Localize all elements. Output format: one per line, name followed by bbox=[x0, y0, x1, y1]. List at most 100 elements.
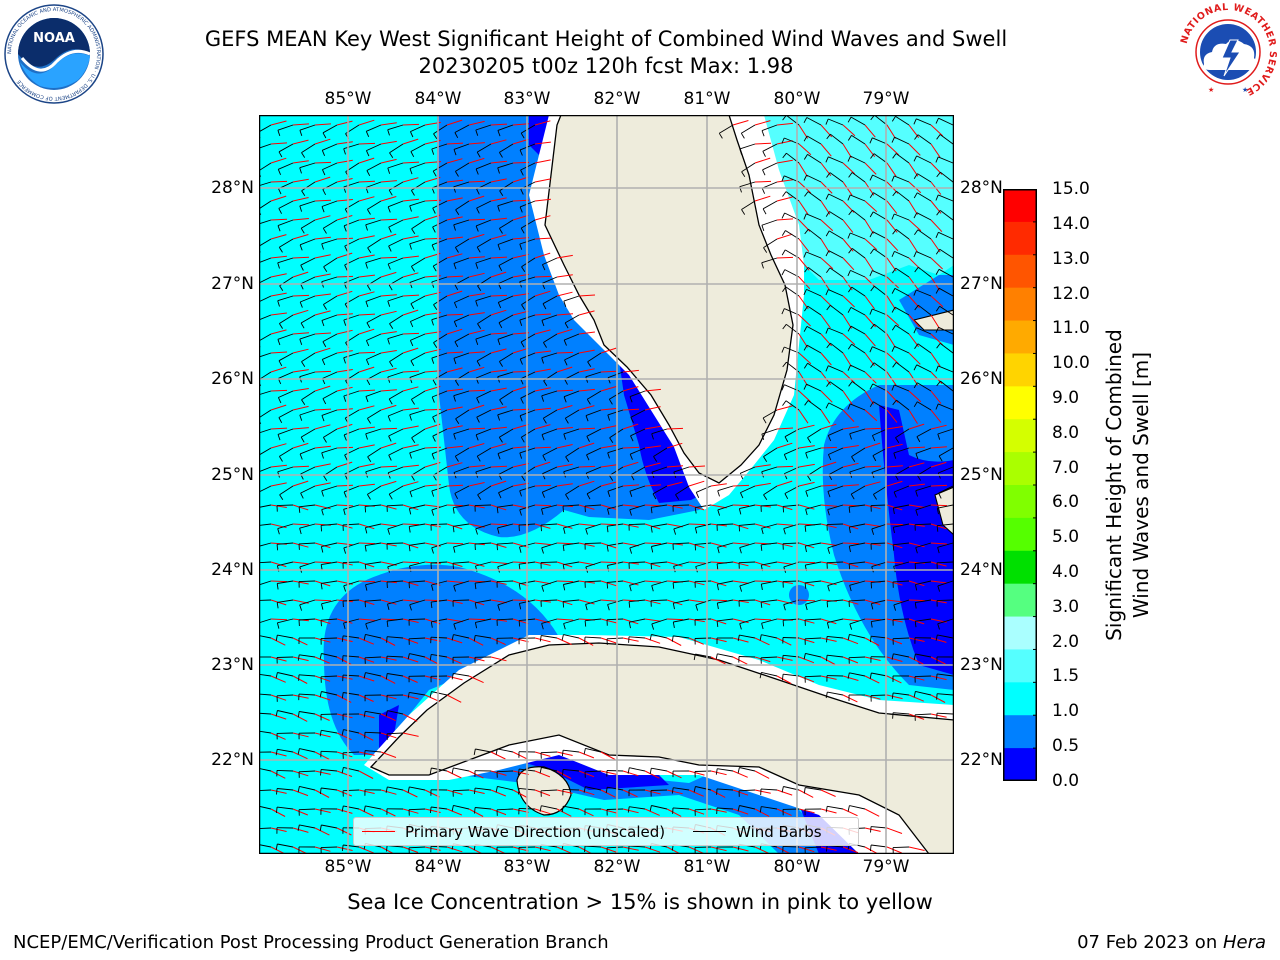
wind-barb bbox=[673, 523, 690, 530]
wind-barb-flag bbox=[782, 506, 785, 513]
wind-barb bbox=[299, 162, 316, 169]
wave-direction-arrow bbox=[600, 637, 617, 644]
wind-barb-flag bbox=[476, 416, 480, 423]
wind-barb-flag bbox=[299, 528, 302, 535]
wind-barb bbox=[695, 786, 712, 791]
wave-direction-arrow bbox=[534, 290, 551, 297]
wind-barb bbox=[563, 542, 580, 546]
wind-barb bbox=[940, 380, 954, 392]
wind-barb bbox=[430, 561, 448, 564]
wave-direction-arrow bbox=[270, 404, 287, 411]
wind-barb bbox=[365, 633, 382, 639]
wind-barb bbox=[939, 210, 954, 221]
wind-barb-flag bbox=[739, 547, 742, 554]
wind-barb bbox=[343, 635, 360, 639]
wave-direction-arrow bbox=[644, 637, 661, 644]
wind-barb-flag bbox=[760, 584, 763, 590]
wind-barb bbox=[739, 767, 756, 772]
wave-direction-arrow bbox=[600, 370, 618, 373]
wind-barb bbox=[409, 238, 426, 245]
colorbar-tick-label: 9.0 bbox=[1052, 388, 1080, 408]
wave-direction-arrow bbox=[292, 580, 309, 585]
wind-barb bbox=[938, 365, 954, 373]
wind-barb bbox=[411, 257, 426, 267]
wave-direction-arrow bbox=[930, 656, 946, 665]
wind-barb bbox=[872, 346, 888, 354]
wind-barb bbox=[848, 656, 866, 659]
wind-barb bbox=[299, 409, 316, 416]
wave-direction-arrow bbox=[314, 827, 330, 836]
wave-direction-arrow bbox=[556, 808, 572, 817]
wind-barb-flag bbox=[275, 710, 278, 717]
wind-barb-flag bbox=[761, 188, 766, 194]
wave-direction-arrow bbox=[314, 273, 331, 278]
wind-barb-flag bbox=[454, 456, 459, 462]
wave-direction-arrow bbox=[402, 161, 420, 164]
wind-barb-flag bbox=[411, 228, 416, 234]
wave-direction-arrow bbox=[358, 351, 376, 354]
wave-direction-arrow bbox=[270, 618, 288, 621]
wave-direction-arrow bbox=[446, 542, 464, 545]
wave-direction-arrow bbox=[270, 273, 287, 278]
wind-barb-flag bbox=[278, 208, 282, 214]
wind-barb bbox=[695, 542, 712, 545]
wind-barb-flag bbox=[869, 231, 874, 238]
wind-barb bbox=[409, 653, 426, 658]
colorbar-swatch bbox=[1003, 189, 1037, 223]
wave-direction-arrow bbox=[688, 599, 705, 603]
wind-barb-flag bbox=[870, 153, 875, 159]
wind-barb-flag bbox=[938, 492, 942, 499]
wind-barb bbox=[938, 485, 954, 494]
wave-direction-arrow bbox=[930, 461, 947, 468]
wind-barb bbox=[807, 191, 822, 202]
wind-barb-flag bbox=[278, 417, 283, 424]
wave-direction-arrow bbox=[292, 388, 309, 392]
wave-direction-arrow bbox=[534, 637, 551, 643]
wind-barb-flag bbox=[452, 563, 454, 570]
wind-barb bbox=[807, 400, 822, 411]
wind-barb bbox=[828, 289, 844, 297]
wind-barb-flag bbox=[473, 748, 476, 755]
wind-barb bbox=[585, 371, 602, 378]
wave-direction-arrow bbox=[336, 386, 353, 392]
legend-wave-label: Primary Wave Direction (unscaled) bbox=[405, 822, 666, 841]
wind-barb-flag bbox=[607, 491, 611, 498]
wind-barb bbox=[300, 466, 316, 475]
wave-direction-arrow bbox=[776, 179, 793, 183]
wind-barb bbox=[343, 219, 360, 227]
wind-barb bbox=[896, 399, 910, 411]
wind-barb-flag bbox=[320, 620, 322, 627]
wind-barb-flag bbox=[365, 262, 368, 269]
wind-barb bbox=[365, 428, 382, 435]
wind-barb-flag bbox=[323, 475, 328, 481]
wave-direction-arrow bbox=[732, 542, 750, 545]
wind-barb-flag bbox=[321, 150, 326, 156]
wind-barb bbox=[409, 409, 426, 416]
wind-barb-flag bbox=[675, 494, 680, 500]
wind-barb-flag bbox=[892, 229, 897, 235]
wind-barb-flag bbox=[541, 395, 545, 402]
wave-direction-arrow bbox=[336, 290, 353, 297]
wave-direction-arrow bbox=[358, 463, 375, 468]
lat-label-right: 22°N bbox=[960, 750, 1003, 770]
wind-barb bbox=[673, 787, 690, 791]
wind-barb-flag bbox=[321, 206, 325, 213]
wave-direction-arrow bbox=[292, 827, 309, 833]
wind-barb bbox=[365, 219, 382, 226]
wave-direction-arrow bbox=[468, 329, 485, 335]
wind-barb bbox=[277, 561, 294, 567]
wave-direction-arrow bbox=[358, 542, 376, 545]
wind-barb bbox=[938, 117, 954, 126]
wind-barb-flag bbox=[411, 399, 415, 405]
wave-direction-arrow bbox=[908, 162, 919, 177]
wind-barb bbox=[453, 466, 470, 473]
wave-direction-arrow bbox=[776, 542, 793, 548]
wind-barb bbox=[322, 390, 338, 399]
wave-direction-arrow bbox=[930, 713, 947, 718]
wind-barb-flag bbox=[319, 824, 322, 831]
wind-barb bbox=[761, 580, 778, 585]
wind-barb bbox=[653, 447, 668, 457]
wind-barb bbox=[629, 599, 646, 603]
wind-barb-flag bbox=[782, 655, 784, 662]
wave-direction-arrow bbox=[754, 846, 770, 854]
